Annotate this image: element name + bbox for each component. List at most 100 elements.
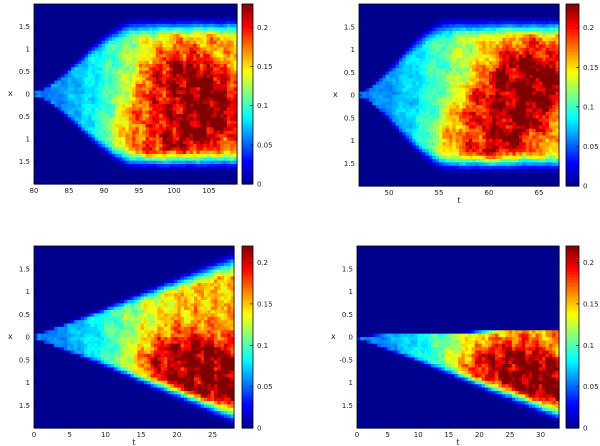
heatmap-cell	[405, 64, 410, 69]
heatmap-cell	[369, 98, 373, 103]
heatmap-cell	[359, 111, 363, 116]
heatmap-cell	[121, 167, 126, 172]
heatmap-cell	[372, 91, 377, 96]
heatmap-cell	[50, 74, 55, 78]
heatmap-cell	[199, 120, 204, 125]
heatmap-cell	[213, 47, 218, 52]
heatmap-cell	[369, 64, 373, 69]
heatmap-cell	[138, 117, 143, 122]
heatmap-cell	[176, 37, 181, 42]
heatmap-cell	[121, 120, 126, 125]
colorbar-step	[242, 133, 253, 137]
heatmap-cell	[125, 50, 130, 55]
heatmap-cell	[98, 100, 103, 105]
heatmap-cell	[108, 7, 113, 12]
heatmap-cell	[399, 17, 403, 22]
heatmap-cell	[199, 30, 204, 35]
heatmap-cell	[77, 124, 82, 128]
heatmap-cell	[372, 27, 377, 32]
heatmap-cell	[369, 51, 373, 56]
heatmap-cell	[169, 97, 174, 102]
heatmap-cell	[145, 157, 150, 162]
heatmap-cell	[233, 154, 238, 158]
heatmap-cell	[155, 27, 160, 32]
heatmap-cell	[206, 90, 211, 95]
heatmap-cell	[155, 114, 160, 118]
heatmap-cell	[135, 100, 140, 105]
heatmap-cell	[37, 60, 42, 65]
heatmap-cell	[405, 111, 410, 116]
heatmap-cell	[375, 7, 380, 12]
heatmap-cell	[392, 135, 397, 140]
heatmap-cell	[176, 24, 181, 28]
heatmap-cell	[44, 100, 49, 105]
heatmap-cell	[193, 150, 197, 155]
heatmap-cell	[206, 74, 211, 78]
heatmap-cell	[359, 17, 363, 22]
heatmap-cell	[84, 80, 89, 85]
heatmap-cell	[372, 132, 377, 137]
heatmap-cell	[169, 84, 174, 88]
heatmap-cell	[193, 177, 197, 182]
heatmap-cell	[34, 100, 38, 105]
heatmap-cell	[169, 44, 174, 48]
heatmap-cell	[382, 169, 387, 174]
heatmap-cell	[135, 120, 140, 125]
heatmap-cell	[118, 57, 123, 62]
heatmap-cell	[182, 114, 187, 118]
heatmap-cell	[186, 174, 191, 178]
heatmap-cell	[34, 94, 38, 98]
heatmap-cell	[179, 154, 184, 158]
heatmap-cell	[111, 4, 116, 8]
heatmap-cell	[44, 7, 49, 12]
heatmap-cell	[213, 114, 218, 118]
heatmap-cell	[223, 40, 228, 45]
heatmap-cell	[74, 97, 79, 102]
heatmap-cell	[152, 67, 157, 72]
heatmap-cell	[94, 124, 99, 128]
heatmap-cell	[121, 17, 126, 22]
heatmap-cell	[149, 177, 154, 182]
heatmap-cell	[105, 170, 110, 175]
heatmap-cell	[389, 138, 393, 143]
heatmap-cell	[365, 132, 370, 137]
heatmap-cell	[132, 104, 137, 108]
heatmap-cell	[172, 90, 177, 95]
heatmap-cell	[135, 74, 140, 78]
heatmap-cell	[121, 74, 126, 78]
heatmap-cell	[84, 94, 89, 98]
heatmap-cell	[54, 34, 59, 38]
heatmap-cell	[165, 104, 170, 108]
heatmap-cell	[375, 20, 380, 25]
heatmap-cell	[34, 14, 38, 18]
heatmap-cell	[37, 40, 42, 45]
heatmap-cell	[47, 7, 52, 12]
heatmap-cell	[101, 17, 106, 22]
heatmap-cell	[142, 177, 147, 182]
heatmap-cell	[94, 147, 99, 152]
heatmap-cell	[226, 177, 231, 182]
heatmap-cell	[182, 127, 187, 132]
heatmap-cell	[57, 157, 62, 162]
heatmap-cell	[159, 107, 164, 112]
heatmap-cell	[165, 180, 170, 185]
heatmap-cell	[359, 152, 363, 157]
heatmap-cell	[399, 27, 403, 32]
heatmap-cell	[395, 95, 400, 99]
heatmap-cell	[162, 44, 167, 48]
heatmap-cell	[81, 87, 86, 92]
heatmap-cell	[193, 174, 197, 178]
heatmap-cell	[44, 67, 49, 72]
heatmap-cell	[105, 40, 110, 45]
heatmap-cell	[206, 180, 211, 185]
heatmap-cell	[74, 117, 79, 122]
heatmap-cell	[176, 47, 181, 52]
heatmap-cell	[105, 7, 110, 12]
heatmap-cell	[121, 27, 126, 32]
heatmap-cell	[108, 147, 113, 152]
heatmap-cell	[132, 180, 137, 185]
heatmap-cell	[199, 70, 204, 75]
heatmap-cell	[71, 144, 76, 148]
heatmap-cell	[223, 67, 228, 72]
heatmap-cell	[149, 107, 154, 112]
